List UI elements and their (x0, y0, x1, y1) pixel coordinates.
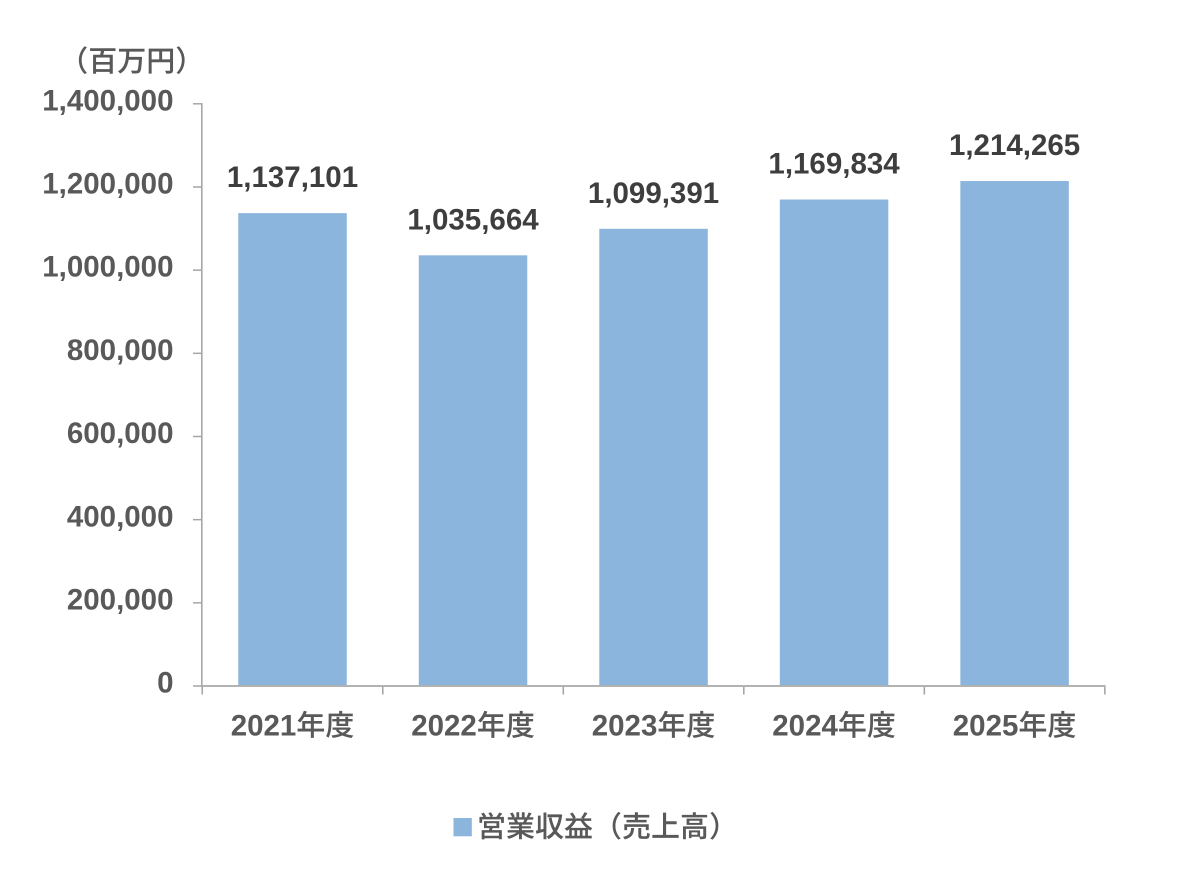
svg-text:1,200,000: 1,200,000 (42, 168, 173, 201)
svg-text:1,400,000: 1,400,000 (42, 84, 173, 117)
svg-text:1,099,391: 1,099,391 (588, 177, 719, 210)
svg-text:1,000,000: 1,000,000 (42, 251, 173, 284)
svg-text:1,214,265: 1,214,265 (949, 129, 1080, 162)
svg-text:600,000: 600,000 (67, 417, 174, 450)
svg-text:400,000: 400,000 (67, 500, 174, 533)
svg-text:2024: 2024 (772, 709, 838, 742)
svg-text:200,000: 200,000 (67, 583, 174, 616)
svg-text:0: 0 (157, 667, 173, 700)
svg-text:2021: 2021 (231, 709, 297, 742)
svg-text:2022: 2022 (411, 709, 477, 742)
svg-text:1,137,101: 1,137,101 (227, 161, 358, 194)
svg-text:2023: 2023 (592, 709, 658, 742)
svg-text:1,169,834: 1,169,834 (768, 148, 900, 181)
svg-text:1,035,664: 1,035,664 (407, 203, 539, 236)
svg-text:2025: 2025 (953, 709, 1019, 742)
svg-text:800,000: 800,000 (67, 334, 174, 367)
